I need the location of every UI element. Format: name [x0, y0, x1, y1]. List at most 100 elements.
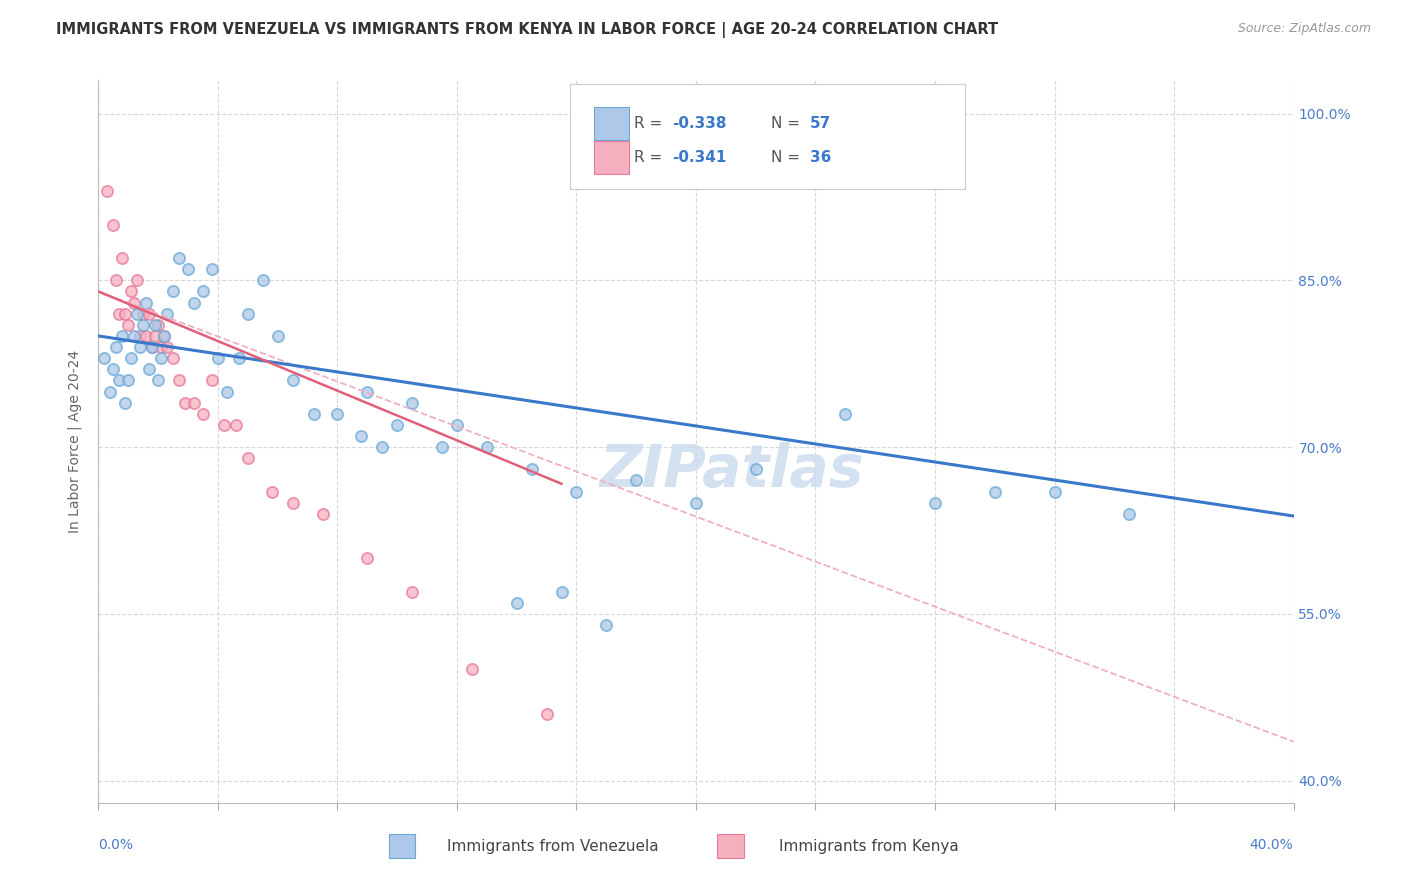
Point [167, 251, 190, 265]
Point [191, 407, 214, 421]
Point [506, 596, 529, 610]
Point [124, 329, 146, 343]
FancyBboxPatch shape [571, 84, 965, 189]
Point [117, 318, 139, 332]
Text: -0.338: -0.338 [672, 116, 727, 131]
Point [105, 273, 128, 287]
Point [108, 373, 131, 387]
Text: 40.0%: 40.0% [1250, 838, 1294, 852]
Text: R =: R = [634, 116, 666, 131]
Point [461, 662, 484, 676]
Point [984, 484, 1007, 499]
FancyBboxPatch shape [717, 834, 744, 858]
Point [212, 417, 235, 432]
Y-axis label: In Labor Force | Age 20-24: In Labor Force | Age 20-24 [67, 350, 83, 533]
Point [326, 407, 349, 421]
Point [215, 384, 238, 399]
Point [685, 496, 707, 510]
Text: -0.341: -0.341 [672, 150, 727, 165]
Point [924, 496, 946, 510]
Point [103, 218, 125, 232]
Point [834, 407, 856, 421]
Point [183, 295, 205, 310]
Point [183, 395, 205, 409]
Point [120, 351, 142, 366]
Point [267, 329, 290, 343]
Text: N =: N = [772, 116, 806, 131]
Point [162, 285, 184, 299]
Point [105, 340, 128, 354]
Point [201, 373, 224, 387]
Point [148, 318, 170, 332]
Point [167, 373, 190, 387]
Text: IMMIGRANTS FROM VENEZUELA VS IMMIGRANTS FROM KENYA IN LABOR FORCE | AGE 20-24 CO: IMMIGRANTS FROM VENEZUELA VS IMMIGRANTS … [56, 22, 998, 38]
Point [228, 351, 250, 366]
Point [162, 351, 184, 366]
Point [260, 484, 283, 499]
Point [127, 307, 149, 321]
Text: 36: 36 [810, 150, 831, 165]
Point [98, 384, 122, 399]
Point [302, 407, 325, 421]
Point [430, 440, 453, 454]
FancyBboxPatch shape [595, 141, 628, 174]
Point [111, 329, 134, 343]
Point [350, 429, 373, 443]
Point [96, 185, 118, 199]
Point [177, 262, 200, 277]
Point [475, 440, 498, 454]
Point [135, 295, 157, 310]
Point [148, 373, 170, 387]
Point [150, 351, 173, 366]
Point [143, 318, 166, 332]
Text: Immigrants from Kenya: Immigrants from Kenya [779, 838, 959, 854]
FancyBboxPatch shape [389, 834, 415, 858]
Point [129, 329, 152, 343]
Point [371, 440, 394, 454]
Point [1043, 484, 1066, 499]
Point [281, 373, 304, 387]
Point [236, 307, 259, 321]
Point [536, 706, 558, 721]
Point [201, 262, 224, 277]
Point [446, 417, 468, 432]
Point [1118, 507, 1140, 521]
Point [356, 551, 378, 566]
Text: N =: N = [772, 150, 806, 165]
Point [141, 340, 163, 354]
Text: 57: 57 [810, 116, 831, 131]
Point [93, 351, 115, 366]
Point [385, 417, 409, 432]
Point [132, 318, 155, 332]
Point [129, 340, 152, 354]
Point [236, 451, 259, 466]
Point [132, 307, 155, 321]
Point [252, 273, 274, 287]
Point [138, 362, 160, 376]
Point [191, 285, 214, 299]
Point [108, 307, 131, 321]
Point [550, 584, 572, 599]
Point [114, 307, 136, 321]
Text: ZIPatlas: ZIPatlas [599, 442, 865, 499]
Point [595, 618, 617, 632]
Point [626, 474, 648, 488]
Point [117, 373, 139, 387]
Point [401, 584, 423, 599]
Point [225, 417, 247, 432]
Point [124, 295, 146, 310]
Point [141, 340, 163, 354]
Point [565, 484, 588, 499]
Point [745, 462, 768, 476]
Point [281, 496, 304, 510]
Point [207, 351, 229, 366]
Point [135, 329, 157, 343]
Point [114, 395, 136, 409]
Text: Source: ZipAtlas.com: Source: ZipAtlas.com [1237, 22, 1371, 36]
Point [127, 273, 149, 287]
Point [356, 384, 378, 399]
Point [150, 340, 173, 354]
Text: 0.0%: 0.0% [98, 838, 134, 852]
Point [153, 329, 176, 343]
Point [103, 362, 125, 376]
